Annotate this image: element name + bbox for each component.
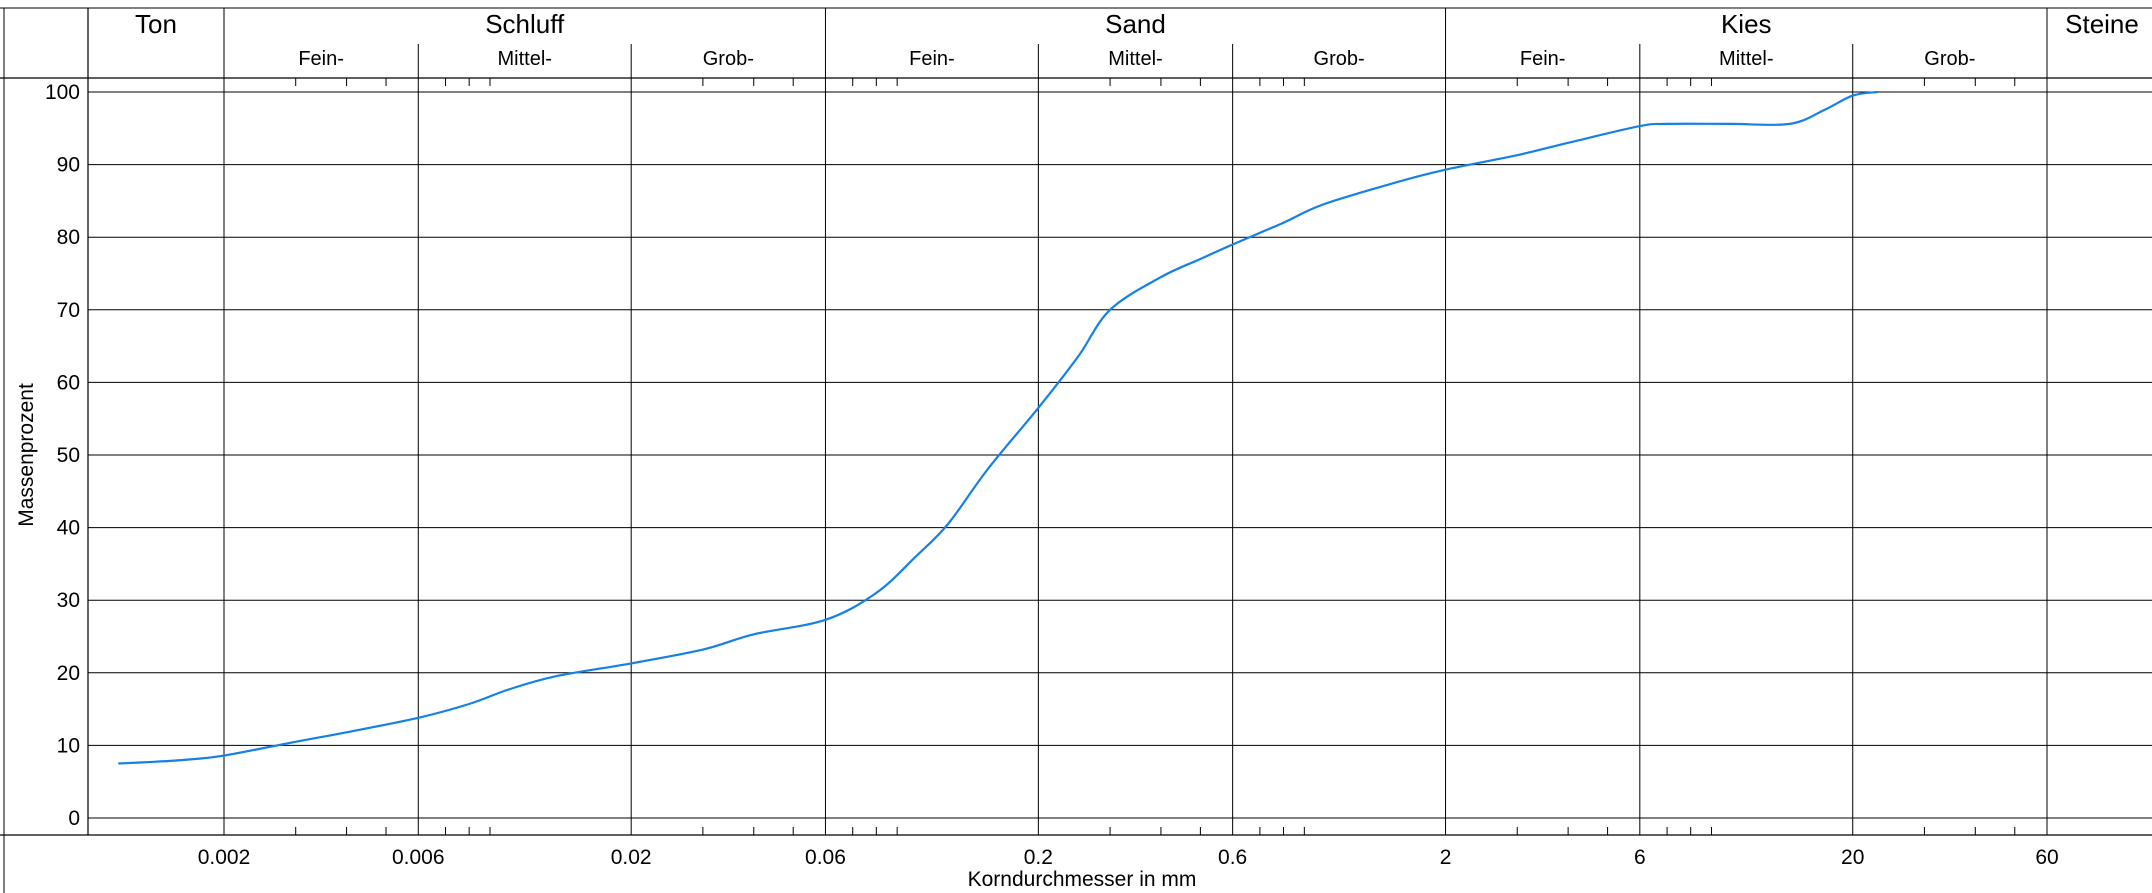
soil-subclass-label: Grob- [1924,48,1975,70]
y-tick-label: 90 [57,154,80,177]
soil-subclass-label: Fein- [1520,48,1566,70]
x-tick-label: 60 [2035,846,2058,869]
soil-subclass-label: Fein- [909,48,955,70]
soil-subclass-label: Mittel- [498,48,552,70]
grid-lines [88,8,2152,835]
x-tick-label: 0.006 [392,846,445,869]
x-tick-label: 0.2 [1024,846,1053,869]
chart-frame [0,7,2152,893]
y-tick-label: 10 [57,734,80,757]
soil-subclass-label: Grob- [703,48,754,70]
y-tick-label: 20 [57,662,80,685]
y-tick-label: 70 [57,299,80,322]
y-tick-label: 30 [57,589,80,612]
soil-class-label: Ton [135,9,177,39]
x-axis-ticks: 0.002 0.006 0.02 0.06 0.2 0.6 2 6 20 60 [198,846,2059,869]
soil-class-label: Sand [1105,9,1166,39]
y-tick-label: 50 [57,444,80,467]
soil-class-label: Kies [1721,9,1772,39]
soil-class-label: Steine [2065,9,2139,39]
x-axis-label: Korndurchmesser in mm [968,868,1197,891]
soil-subclass-label: Mittel- [1719,48,1773,70]
x-tick-label: 0.06 [805,846,846,869]
soil-subclass-label: Mittel- [1108,48,1162,70]
y-tick-label: 100 [45,81,80,104]
soil-class-label: Schluff [485,9,565,39]
y-tick-label: 0 [68,807,80,830]
x-tick-label: 0.002 [198,846,251,869]
x-tick-label: 0.6 [1218,846,1247,869]
x-tick-label: 0.02 [611,846,652,869]
series-line [118,90,1878,765]
y-tick-label: 60 [57,371,80,394]
x-tick-label: 20 [1841,846,1864,869]
x-tick-label: 6 [1634,846,1646,869]
y-tick-label: 80 [57,226,80,249]
y-axis-label: Massenprozent [15,383,38,527]
soil-class-header: Ton Schluff Sand Kies Steine Fein- Mittel- Grob… [135,9,2139,70]
soil-subclass-label: Fein- [298,48,344,70]
y-tick-label: 40 [57,517,80,540]
x-tick-label: 2 [1440,846,1452,869]
y-axis-ticks: 0 10 20 30 40 50 60 70 80 90 100 [45,81,80,830]
soil-subclass-label: Grob- [1314,48,1365,70]
series-group [118,90,1878,765]
